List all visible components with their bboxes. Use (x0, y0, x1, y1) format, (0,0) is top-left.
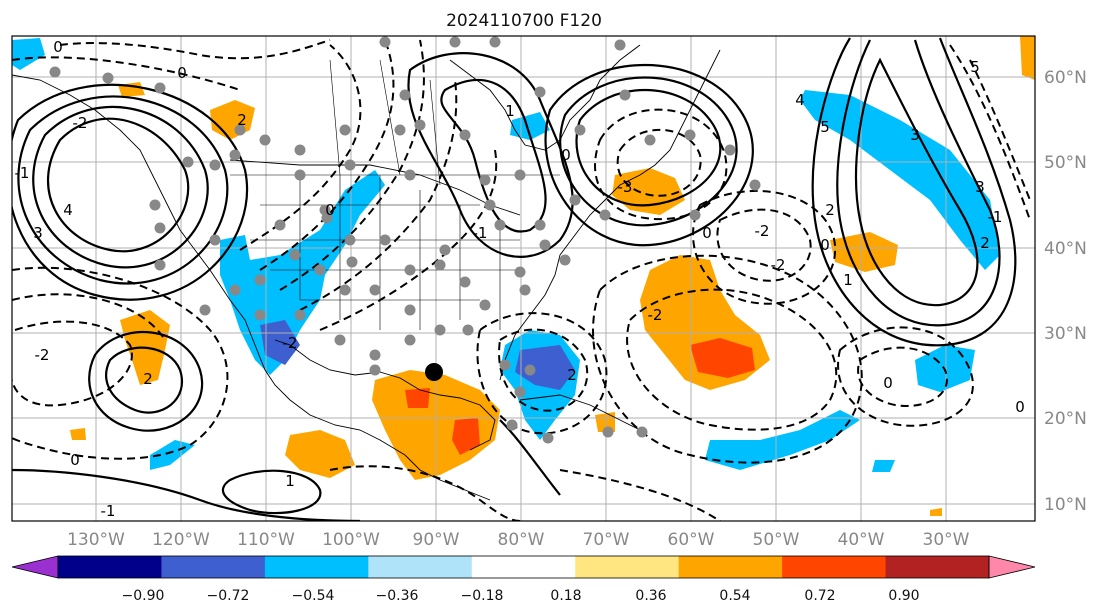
colorbar-extend-min (11, 555, 59, 579)
colorbar-tick-label: −0.36 (376, 588, 419, 604)
contour-label: 0 (820, 236, 830, 254)
contour-label: -2 (755, 222, 770, 240)
lon-label: 80°W (498, 530, 545, 550)
colorbar-extend-max (988, 555, 1036, 579)
contour-label: -2 (648, 306, 663, 324)
contour-label: 4 (795, 91, 805, 109)
lat-label: 30°N (1044, 324, 1087, 344)
colorbar-segment (471, 556, 576, 578)
colorbar-segment (161, 556, 266, 578)
contour-label: 0 (70, 451, 80, 469)
contour-labels: 0 0 -2 2 4 3 0 -1 1 0 -2 2 0 1 -2 -1 2 5… (15, 38, 1025, 520)
lon-label: 110°W (237, 530, 295, 550)
contour-label: 2 (825, 201, 835, 219)
contour-label: 2 (980, 234, 990, 252)
contour-label: 2 (567, 366, 577, 384)
contour-label: -1 (473, 224, 488, 242)
colorbar-segment (575, 556, 680, 578)
lon-label: 130°W (67, 530, 125, 550)
colorbar-tick-label: 0.90 (888, 588, 919, 604)
lon-label: 40°W (838, 530, 885, 550)
lon-label: 70°W (583, 530, 630, 550)
colorbar-tick-labels: −0.90 −0.72 −0.54 −0.36 −0.18 0.18 0.36 … (122, 588, 920, 604)
lat-label: 20°N (1044, 409, 1087, 429)
contour-label: 0 (325, 201, 335, 219)
figure-title: 2024110700 F120 (446, 11, 602, 31)
contour-label: 3 (910, 126, 920, 144)
colorbar-tick-label: −0.72 (207, 588, 250, 604)
contour-label: 0 (53, 38, 63, 56)
colorbar-tick-label: −0.18 (461, 588, 504, 604)
colorbar-segment (58, 556, 162, 578)
colorbar-segment (368, 556, 473, 578)
colorbar-tick-label: 0.36 (635, 588, 666, 604)
contour-label: -2 (73, 114, 88, 132)
contour-label: 0 (702, 224, 712, 242)
lon-label: 100°W (322, 530, 380, 550)
colorbar-tick-label: −0.90 (122, 588, 165, 604)
contour-label: 5 (970, 58, 980, 76)
lon-label: 90°W (413, 530, 460, 550)
contour-label: 1 (505, 102, 515, 120)
positive-contours (12, 37, 1017, 521)
lat-label: 50°N (1044, 153, 1087, 173)
lon-label: 50°W (753, 530, 800, 550)
contour-label: 2 (237, 111, 247, 129)
contour-label: 0 (1015, 398, 1025, 416)
colorbar-tick-label: 0.18 (550, 588, 581, 604)
contour-label: 2 (143, 370, 153, 388)
lat-label: 40°N (1044, 239, 1087, 259)
state-borders (230, 59, 560, 330)
map-panel: 0 0 -2 2 4 3 0 -1 1 0 -2 2 0 1 -2 -1 2 5… (11, 35, 1036, 522)
contour-label: 1 (843, 271, 853, 289)
colorbar-segment (782, 556, 887, 578)
lon-label: 60°W (668, 530, 715, 550)
colorbar-segment (885, 556, 990, 578)
colorbar-segment (264, 556, 369, 578)
contour-label: -2 (283, 334, 298, 352)
contour-label: -2 (771, 256, 786, 274)
lon-label: 120°W (152, 530, 210, 550)
contour-label: 5 (820, 118, 830, 136)
contour-label: -1 (988, 208, 1003, 226)
contour-label: -1 (15, 164, 30, 182)
contour-label: 4 (63, 201, 73, 219)
contour-label: -2 (35, 346, 50, 364)
colorbar-frame (57, 555, 990, 579)
lon-label: 30°W (923, 530, 970, 550)
contour-label: 3 (975, 178, 985, 196)
storm-center-marker (425, 363, 443, 381)
contour-label: 0 (561, 146, 571, 164)
contour-label: 1 (285, 472, 295, 490)
contour-label: -3 (618, 178, 633, 196)
coastlines (12, 44, 721, 501)
latitude-labels: 60°N 50°N 40°N 30°N 20°N 10°N (1044, 68, 1087, 515)
contour-label: 3 (33, 224, 43, 242)
colorbar-segment (678, 556, 783, 578)
lat-label: 60°N (1044, 68, 1087, 88)
colorbar-tick-label: 0.72 (804, 588, 835, 604)
contour-label: 0 (177, 64, 187, 82)
positive-shading (70, 36, 1035, 516)
colorbar-tick-label: 0.54 (719, 588, 750, 604)
colorbar (11, 555, 1036, 579)
lat-label: 10°N (1044, 495, 1087, 515)
contour-label: 0 (883, 374, 893, 392)
station-markers (49, 36, 761, 444)
contour-label: -1 (101, 502, 116, 520)
map-frame (11, 35, 1036, 522)
longitude-labels: 130°W 120°W 110°W 100°W 90°W 80°W 70°W 6… (67, 530, 970, 550)
colorbar-tick-label: −0.54 (292, 588, 335, 604)
